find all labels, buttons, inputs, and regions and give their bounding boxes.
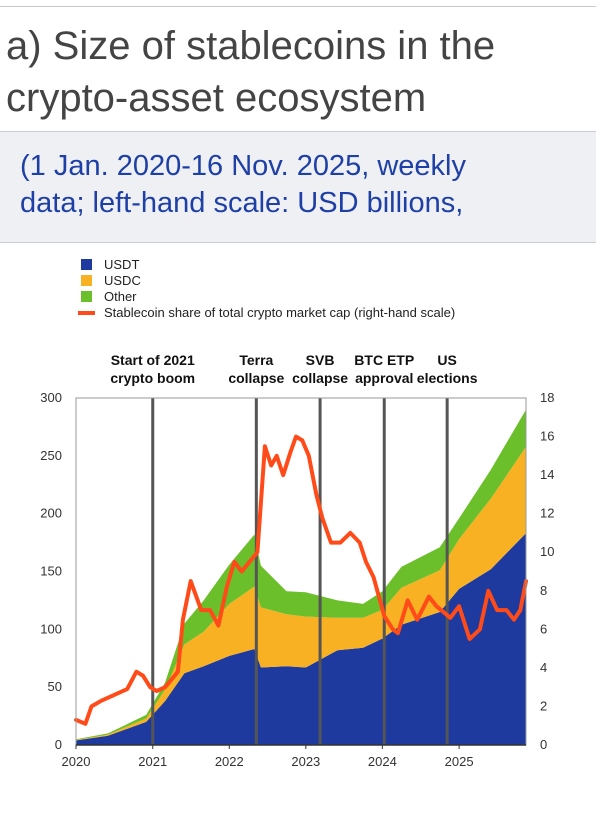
- event-label-2-line-2: collapse: [228, 370, 284, 386]
- chart-subtitle: (1 Jan. 2020-16 Nov. 2025, weekly data; …: [20, 148, 596, 222]
- area-usdc: [76, 446, 526, 741]
- event-label-4-line-1: BTC ETP: [354, 352, 414, 368]
- x-tick-label: 2025: [445, 754, 474, 769]
- subtitle-line-1: (1 Jan. 2020-16 Nov. 2025, weekly: [20, 150, 467, 182]
- y-right-tick-label: 8: [540, 583, 547, 598]
- x-tick-label: 2022: [215, 754, 244, 769]
- y-left-tick-label: 150: [40, 564, 62, 579]
- legend-swatch-other: [81, 291, 92, 302]
- event-label-5-line-2: elections: [417, 370, 478, 386]
- stablecoin-chart: 0 50 100 150 200 250 300 0 2 4 6 8 10 12 14 16 18 2020 202…: [40, 257, 554, 769]
- y-right-tick-label: 2: [540, 698, 547, 713]
- event-label-3-line-1: SVB: [306, 352, 335, 368]
- x-tick-label: 2023: [291, 754, 320, 769]
- y-right-tick-label: 6: [540, 621, 547, 636]
- y-left-tick-label: 300: [40, 390, 62, 405]
- y-right-tick-label: 4: [540, 660, 547, 675]
- legend-label: USDT: [104, 257, 139, 272]
- y-left-tick-label: 200: [40, 506, 62, 521]
- y-right-tick-label: 10: [540, 544, 554, 559]
- legend-label: Stablecoin share of total crypto market …: [104, 305, 455, 320]
- legend-label: USDC: [104, 273, 141, 288]
- top-rule: [0, 6, 596, 7]
- y-right-tick-label: 18: [540, 390, 554, 405]
- x-tick-label: 2021: [138, 754, 167, 769]
- event-label-5-line-1: US: [437, 352, 456, 368]
- axes: 0 50 100 150 200 250 300 0 2 4 6 8 10 12 14 16 18 2020 202…: [40, 390, 554, 769]
- event-label-2-line-1: Terra: [239, 352, 273, 368]
- y-left-tick-label: 250: [40, 448, 62, 463]
- legend-swatch-usdc: [81, 275, 92, 286]
- event-label-4-line-2: approval: [355, 370, 413, 386]
- y-right-tick-label: 12: [540, 506, 554, 521]
- x-tick-label: 2024: [368, 754, 397, 769]
- legend-swatch-usdt: [81, 259, 92, 270]
- chart-title: a) Size of stablecoins in the crypto-ass…: [6, 24, 496, 120]
- event-labels: Start of 2021 crypto boom Terra collapse SVB…: [110, 352, 477, 386]
- event-label-1-line-2: crypto boom: [110, 370, 195, 386]
- y-right-tick-label: 16: [540, 429, 554, 444]
- stacked-areas: [76, 409, 526, 745]
- y-left-tick-label: 0: [55, 737, 62, 752]
- x-tick-label: 2020: [62, 754, 91, 769]
- event-label-1-line-1: Start of 2021: [111, 352, 195, 368]
- y-right-tick-label: 14: [540, 467, 554, 482]
- subtitle-line-2: data; left-hand scale: USD billions,: [20, 187, 464, 219]
- share-line-group: [74, 434, 528, 726]
- legend-label: Other: [104, 289, 137, 304]
- share-line: [74, 434, 528, 726]
- y-left-tick-label: 50: [48, 679, 62, 694]
- y-left-tick-label: 100: [40, 621, 62, 636]
- area-usdt: [76, 533, 526, 745]
- subtitle-band: [0, 131, 596, 243]
- y-right-tick-label: 0: [540, 737, 547, 752]
- event-label-3-line-2: collapse: [292, 370, 348, 386]
